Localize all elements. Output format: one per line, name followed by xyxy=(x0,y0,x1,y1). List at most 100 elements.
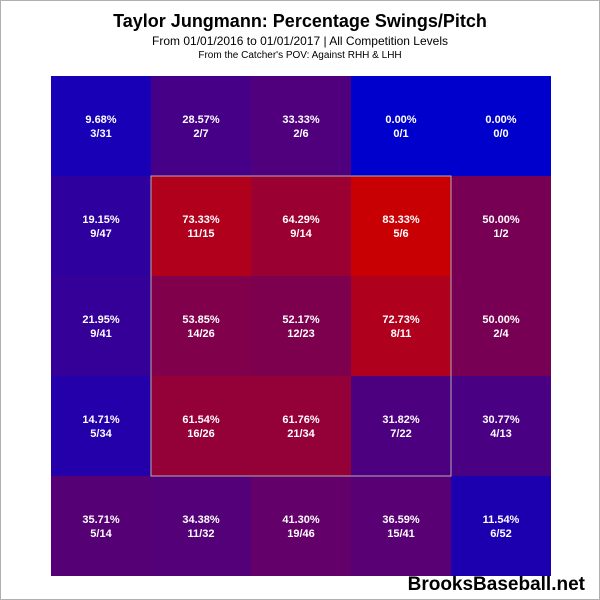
chart-note: From the Catcher's POV: Against RHH & LH… xyxy=(198,50,402,61)
cell-count-label: 7/22 xyxy=(390,428,411,440)
cell-count-label: 11/32 xyxy=(188,528,215,540)
heatmap-cell-r1-c0: 19.15% 9/47 xyxy=(51,176,151,276)
cell-percentage-label: 72.73% xyxy=(382,314,420,326)
heatmap-cell-r2-c4: 50.00% 2/4 xyxy=(451,276,551,376)
cell-count-label: 6/52 xyxy=(490,528,511,540)
heatmap-cell-r3-c4: 30.77% 4/13 xyxy=(451,376,551,476)
heatmap-cell-fill xyxy=(451,376,551,476)
heatmap-cell-fill xyxy=(151,476,251,576)
cell-percentage-label: 53.85% xyxy=(182,314,220,326)
heatmap-cell-fill xyxy=(51,476,151,576)
heatmap-cell-fill xyxy=(451,76,551,176)
cell-count-label: 2/7 xyxy=(193,128,208,140)
cell-percentage-label: 50.00% xyxy=(482,314,520,326)
cell-count-label: 2/6 xyxy=(293,128,308,140)
cell-count-label: 16/26 xyxy=(187,428,215,440)
heatmap-cell-fill xyxy=(251,276,351,376)
heatmap-cell-r2-c3: 72.73% 8/11 xyxy=(351,276,451,376)
cell-count-label: 9/41 xyxy=(90,328,111,340)
cell-percentage-label: 9.68% xyxy=(85,114,116,126)
cell-percentage-label: 36.59% xyxy=(382,514,420,526)
cell-count-label: 3/31 xyxy=(90,128,111,140)
heatmap-cell-r0-c1: 28.57% 2/7 xyxy=(151,76,251,176)
heatmap-cell-fill xyxy=(351,476,451,576)
heatmap-cell-fill xyxy=(51,176,151,276)
heatmap-cell-fill xyxy=(51,376,151,476)
cell-count-label: 0/0 xyxy=(493,128,508,140)
cell-count-label: 4/13 xyxy=(490,428,511,440)
heatmap-cell-r4-c3: 36.59% 15/41 xyxy=(351,476,451,576)
heatmap-cell-fill xyxy=(451,276,551,376)
cell-percentage-label: 19.15% xyxy=(82,214,120,226)
cell-percentage-label: 11.54% xyxy=(483,514,520,526)
heatmap-cell-r4-c0: 35.71% 5/14 xyxy=(51,476,151,576)
cell-count-label: 14/26 xyxy=(187,328,215,340)
heatmap-cell-r0-c4: 0.00% 0/0 xyxy=(451,76,551,176)
cell-percentage-label: 0.00% xyxy=(385,114,416,126)
heatmap-cell-r3-c1: 61.54% 16/26 xyxy=(151,376,251,476)
cell-percentage-label: 61.76% xyxy=(282,414,320,426)
cell-count-label: 11/15 xyxy=(188,228,215,240)
heatmap-cell-r0-c2: 33.33% 2/6 xyxy=(251,76,351,176)
heatmap-cell-fill xyxy=(151,76,251,176)
cell-count-label: 1/2 xyxy=(493,228,508,240)
cell-percentage-label: 61.54% xyxy=(182,414,220,426)
heatmap-cell-fill xyxy=(51,76,151,176)
heatmap-cell-r1-c2: 64.29% 9/14 xyxy=(251,176,351,276)
heatmap-cell-fill xyxy=(351,276,451,376)
heatmap-cell-r4-c2: 41.30% 19/46 xyxy=(251,476,351,576)
heatmap-cell-r0-c0: 9.68% 3/31 xyxy=(51,76,151,176)
heatmap-cell-fill xyxy=(251,76,351,176)
cell-count-label: 8/11 xyxy=(391,328,412,340)
cell-percentage-label: 83.33% xyxy=(382,214,420,226)
cell-count-label: 9/14 xyxy=(290,228,312,240)
heatmap-cell-r1-c3: 83.33% 5/6 xyxy=(351,176,451,276)
heatmap-cell-fill xyxy=(151,176,251,276)
cell-count-label: 21/34 xyxy=(287,428,315,440)
cell-percentage-label: 30.77% xyxy=(482,414,520,426)
cell-percentage-label: 28.57% xyxy=(182,114,220,126)
cell-percentage-label: 50.00% xyxy=(482,214,520,226)
heatmap-cell-r2-c1: 53.85% 14/26 xyxy=(151,276,251,376)
heatmap-cell-fill xyxy=(251,476,351,576)
cell-count-label: 5/14 xyxy=(90,528,112,540)
cell-count-label: 2/4 xyxy=(493,328,509,340)
heatmap-cell-fill xyxy=(351,176,451,276)
cell-count-label: 5/6 xyxy=(393,228,408,240)
heatmap-cell-fill xyxy=(251,376,351,476)
cell-percentage-label: 0.00% xyxy=(485,114,516,126)
heatmap-cell-fill xyxy=(51,276,151,376)
cell-percentage-label: 64.29% xyxy=(282,214,320,226)
heatmap-cell-fill xyxy=(351,376,451,476)
cell-percentage-label: 31.82% xyxy=(382,414,420,426)
cell-count-label: 19/46 xyxy=(287,528,315,540)
heatmap-cell-fill xyxy=(151,376,251,476)
heatmap-cell-r2-c2: 52.17% 12/23 xyxy=(251,276,351,376)
cell-percentage-label: 35.71% xyxy=(82,514,120,526)
cell-percentage-label: 33.33% xyxy=(282,114,320,126)
cell-percentage-label: 14.71% xyxy=(82,414,120,426)
heatmap-cell-r4-c4: 11.54% 6/52 xyxy=(451,476,551,576)
heatmap-cell-r2-c0: 21.95% 9/41 xyxy=(51,276,151,376)
strike-zone-outline xyxy=(150,175,452,477)
heatmap-cell-r3-c3: 31.82% 7/22 xyxy=(351,376,451,476)
cell-count-label: 0/1 xyxy=(393,128,408,140)
cell-count-label: 12/23 xyxy=(287,328,315,340)
cell-count-label: 15/41 xyxy=(387,528,415,540)
heatmap-cell-fill xyxy=(251,176,351,276)
cell-percentage-label: 41.30% xyxy=(282,514,320,526)
cell-percentage-label: 34.38% xyxy=(182,514,220,526)
heatmap-cell-fill xyxy=(451,476,551,576)
cell-percentage-label: 52.17% xyxy=(282,314,320,326)
heatmap-cell-fill xyxy=(351,76,451,176)
heatmap-cell-r1-c4: 50.00% 1/2 xyxy=(451,176,551,276)
cell-percentage-label: 21.95% xyxy=(82,314,120,326)
heatmap-cell-r0-c3: 0.00% 0/1 xyxy=(351,76,451,176)
heatmap-cell-r1-c1: 73.33% 11/15 xyxy=(151,176,251,276)
heatmap-cell-fill xyxy=(451,176,551,276)
heatmap-cell-r3-c2: 61.76% 21/34 xyxy=(251,376,351,476)
heatmap-cell-fill xyxy=(151,276,251,376)
cell-count-label: 9/47 xyxy=(90,228,111,240)
